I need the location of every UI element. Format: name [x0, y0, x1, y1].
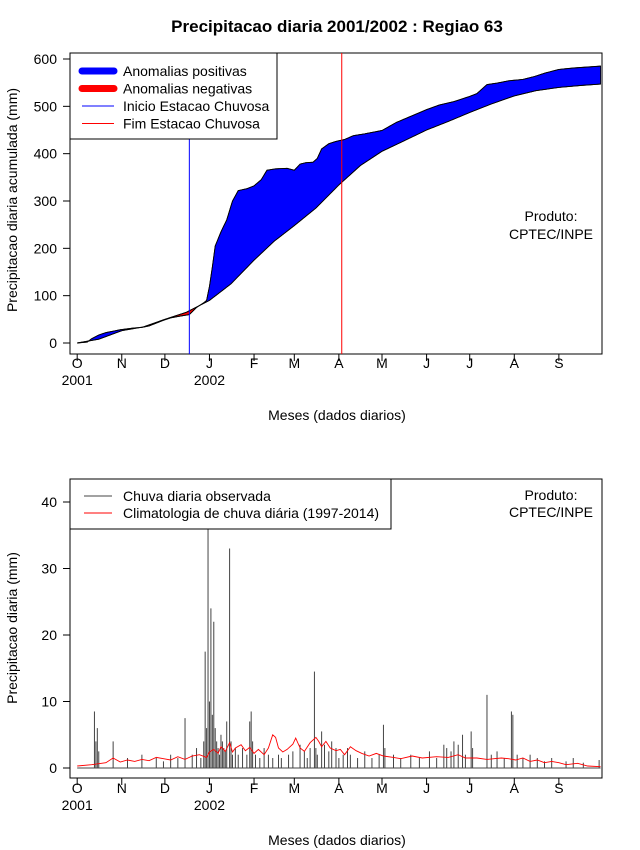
cumulative-legend-label: Anomalias negativas: [123, 81, 252, 97]
daily-producer-name: CPTEC/INPE: [509, 504, 593, 520]
cumulative-y-tick-label: 100: [34, 288, 58, 304]
cumulative-producer-label: Produto:: [525, 208, 578, 224]
cumulative-month-label: D: [160, 355, 170, 371]
negative-anomaly-area: [140, 303, 202, 328]
daily-y-tick-label: 20: [41, 627, 57, 643]
daily-month-label: J: [206, 780, 213, 796]
climatology-daily-line: [77, 734, 601, 768]
daily-month-label: F: [250, 780, 259, 796]
cumulative-y-axis-label: Precipitacao diaria acumulada (mm): [4, 88, 20, 312]
cumulative-month-label: J: [466, 355, 473, 371]
daily-month-label: J: [423, 780, 430, 796]
daily-legend-label: Climatologia de chuva diária (1997-2014): [123, 505, 379, 521]
cumulative-month-label: A: [510, 355, 520, 371]
daily-legend-label: Chuva diaria observada: [123, 488, 271, 504]
daily-legend-box: [69, 478, 392, 530]
cumulative-month-label: J: [423, 355, 430, 371]
daily-month-label: A: [510, 780, 520, 796]
cumulative-x-axis-label: Meses (dados diarios): [268, 407, 406, 423]
positive-anomaly-area: [88, 326, 141, 342]
daily-year-label: 2002: [194, 797, 225, 813]
daily-month-label: M: [288, 780, 300, 796]
daily-month-label: S: [554, 780, 563, 796]
daily-month-label: M: [376, 780, 388, 796]
figure-title: Precipitacao diaria 2001/2002 : Regiao 6…: [171, 17, 503, 36]
cumulative-month-label: F: [250, 355, 259, 371]
daily-x-axis-label: Meses (dados diarios): [268, 832, 406, 848]
cumulative-month-label: N: [117, 355, 127, 371]
daily-y-tick-label: 40: [41, 494, 57, 510]
daily-month-label: N: [117, 780, 127, 796]
daily-y-tick-label: 10: [41, 694, 57, 710]
daily-year-label: 2001: [62, 797, 93, 813]
daily-y-tick-label: 30: [41, 561, 57, 577]
cumulative-y-tick-label: 200: [34, 240, 58, 256]
cumulative-y-tick-label: 600: [34, 51, 58, 67]
cumulative-month-label: J: [206, 355, 213, 371]
climatology-cumulative-line: [77, 83, 601, 344]
observed-cumulative-line: [77, 65, 601, 344]
cumulative-legend: Anomalias positivas Anomalias negativasIn…: [69, 52, 278, 140]
cumulative-month-label: M: [288, 355, 300, 371]
cumulative-month-label: M: [376, 355, 388, 371]
cumulative-y-tick-label: 500: [34, 98, 58, 114]
cumulative-year-label: 2002: [194, 372, 225, 388]
cumulative-plot-frame: [69, 52, 603, 355]
cumulative-y-tick-label: 0: [49, 335, 57, 351]
cumulative-legend-label: Inicio Estacao Chuvosa: [123, 98, 270, 114]
cumulative-y-tick-label: 300: [34, 193, 58, 209]
daily-month-label: A: [334, 780, 344, 796]
daily-chart: 0 10 20 30 40 O N D J F M A M J J A S 2001 2002 Precipitac…: [4, 478, 603, 848]
daily-y-axis-label: Precipitacao diaria (mm): [4, 552, 20, 704]
cumulative-legend-label: Anomalias positivas: [123, 63, 247, 79]
cumulative-y-tick-label: 400: [34, 146, 58, 162]
daily-y-tick-label: 0: [49, 760, 57, 776]
cumulative-month-label: O: [72, 355, 83, 371]
cumulative-year-label: 2001: [62, 372, 93, 388]
daily-producer-label: Produto:: [525, 487, 578, 503]
cumulative-month-label: A: [334, 355, 344, 371]
daily-month-label: J: [466, 780, 473, 796]
cumulative-legend-label: Fim Estacao Chuvosa: [123, 116, 260, 132]
cumulative-legend-box: [69, 52, 278, 140]
daily-month-label: O: [72, 780, 83, 796]
daily-month-label: D: [160, 780, 170, 796]
cumulative-month-label: S: [554, 355, 563, 371]
cumulative-producer-name: CPTEC/INPE: [509, 226, 593, 242]
